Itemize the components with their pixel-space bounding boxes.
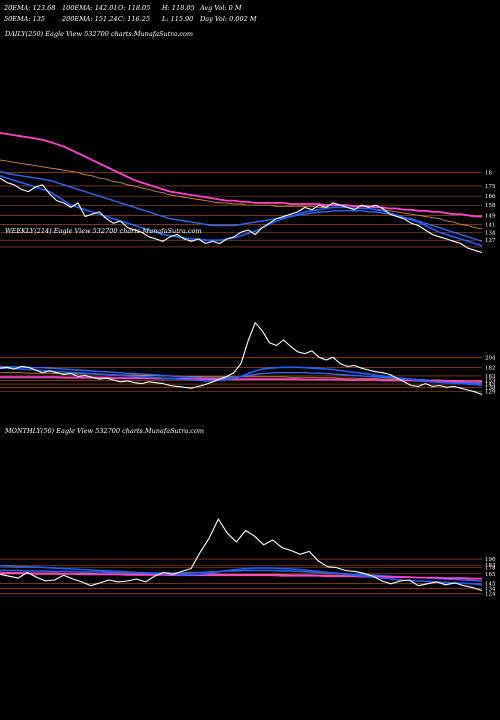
monthly-tick-label-4: 145 xyxy=(485,581,496,587)
monthly-tick-label-1: 183 xyxy=(485,563,496,569)
weekly-tick-label-2: 163 xyxy=(485,374,496,380)
weekly-tick-label-1: 182 xyxy=(485,365,496,371)
close-readout: C: 116.25 xyxy=(118,15,150,23)
daily-tick-label-6: 134 xyxy=(485,230,496,236)
daily-tick-label-3: 158 xyxy=(485,203,496,209)
monthly-tick-label-2: 178 xyxy=(485,566,496,572)
daily-tick-label-1: 175 xyxy=(485,184,496,190)
weekly-tick-label-5: 138 xyxy=(485,385,496,391)
daily-ema100-line xyxy=(0,159,483,230)
monthly-ema200-line xyxy=(0,572,482,580)
daily-ema200-line xyxy=(0,132,482,218)
monthly-tick-label-0: 196 xyxy=(485,557,496,563)
daily-panel-label: DAILY(250) Eagle View 532700 charts.Muna… xyxy=(5,30,194,38)
weekly-price-line xyxy=(0,322,483,396)
monthly-price-line xyxy=(0,518,483,592)
weekly-tick-label-3: 153 xyxy=(485,378,496,384)
weekly-tick-label-6: 129 xyxy=(485,389,496,395)
avg-vol-readout: Avg Vol: 0 M xyxy=(200,4,242,12)
weekly-ema20-line xyxy=(0,366,483,387)
ema50-readout: 50EMA: 135 xyxy=(4,15,46,23)
ema20-readout: 20EMA: 123.68 xyxy=(4,4,56,12)
daily-tick-label-0: 18 xyxy=(485,170,492,176)
monthly-tick-label-3: 165 xyxy=(485,572,496,578)
monthly-tick-label-5: 134 xyxy=(485,587,496,593)
day-vol-readout: Day Vol: 0.002 M xyxy=(200,15,257,23)
weekly-panel-label: WEEKLY(214) Eagle View 532700 charts.Mun… xyxy=(5,227,202,235)
daily-tick-label-4: 149 xyxy=(485,213,496,219)
daily-tick-label-2: 166 xyxy=(485,194,496,200)
daily-tick-label-5: 141 xyxy=(485,222,496,228)
weekly-tick-label-0: 204 xyxy=(485,355,496,361)
daily-ema20-line xyxy=(0,175,483,247)
ema100-readout: 100EMA: 142.01 xyxy=(62,4,118,12)
monthly-ema20-line xyxy=(0,564,483,586)
ema200-readout: 200EMA: 151.24 xyxy=(62,15,118,23)
monthly-tick-label-6: 124 xyxy=(485,591,496,597)
daily-price-line xyxy=(0,177,483,254)
monthly-panel-label: MONTHLY(50) Eagle View 532700 charts.Mun… xyxy=(5,427,205,435)
high-readout: H: 118.05 xyxy=(162,4,195,12)
open-readout: O: 118.05 xyxy=(118,4,151,12)
weekly-tick-label-4: 145 xyxy=(485,382,496,388)
daily-tick-label-7: 127 xyxy=(485,238,496,244)
low-readout: L: 115.90 xyxy=(162,15,194,23)
